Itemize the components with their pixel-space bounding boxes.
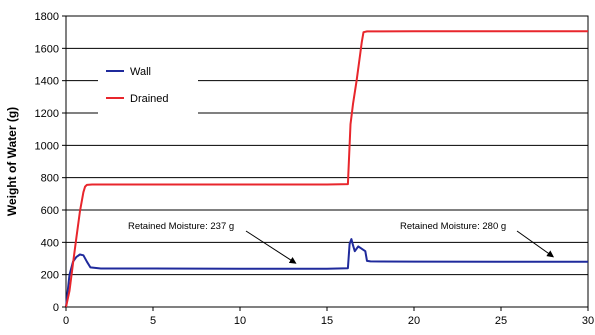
annotation-2: Retained Moisture: 280 g bbox=[400, 221, 506, 232]
y-axis-label: Weight of Water (g) bbox=[5, 107, 19, 216]
y-tick-label-800: 800 bbox=[41, 173, 59, 185]
y-tick-label-200: 200 bbox=[41, 270, 59, 282]
y-tick-label-1200: 1200 bbox=[35, 108, 59, 120]
legend-label-drained: Drained bbox=[130, 93, 169, 105]
y-tick-label-600: 600 bbox=[41, 205, 59, 217]
y-tick-label-1400: 1400 bbox=[35, 76, 59, 88]
annotation-1: Retained Moisture: 237 g bbox=[128, 221, 234, 232]
x-tick-label-10: 10 bbox=[234, 315, 246, 327]
series-line-drained bbox=[65, 30, 588, 308]
x-tick-label-15: 15 bbox=[321, 315, 333, 327]
x-tick-label-0: 0 bbox=[63, 315, 69, 327]
tick-labels: 0 200 400 600 800 1000 1200 1400 1600 1800 0 5 10 15 2… bbox=[35, 11, 595, 327]
legend: Wall Drained bbox=[98, 59, 198, 115]
series-line-wall bbox=[65, 238, 588, 308]
y-tick-label-1000: 1000 bbox=[35, 140, 59, 152]
axes bbox=[62, 15, 589, 311]
annotation-arrow-1 bbox=[245, 230, 297, 264]
legend-label-wall: Wall bbox=[130, 66, 151, 78]
x-tick-label-20: 20 bbox=[408, 315, 420, 327]
annotation-arrow-2 bbox=[516, 230, 555, 258]
y-tick-label-0: 0 bbox=[53, 302, 59, 314]
x-tick-label-30: 30 bbox=[582, 315, 594, 327]
series-lines bbox=[65, 30, 588, 308]
x-tick-label-5: 5 bbox=[150, 315, 156, 327]
horizontal-gridlines bbox=[66, 47, 588, 276]
y-tick-label-1600: 1600 bbox=[35, 43, 59, 55]
annotations: Retained Moisture: 237 g Retained Moistur… bbox=[128, 221, 555, 264]
legend-box bbox=[98, 59, 198, 115]
y-tick-label-400: 400 bbox=[41, 237, 59, 249]
x-tick-label-25: 25 bbox=[495, 315, 507, 327]
y-tick-label-1800: 1800 bbox=[35, 11, 59, 23]
